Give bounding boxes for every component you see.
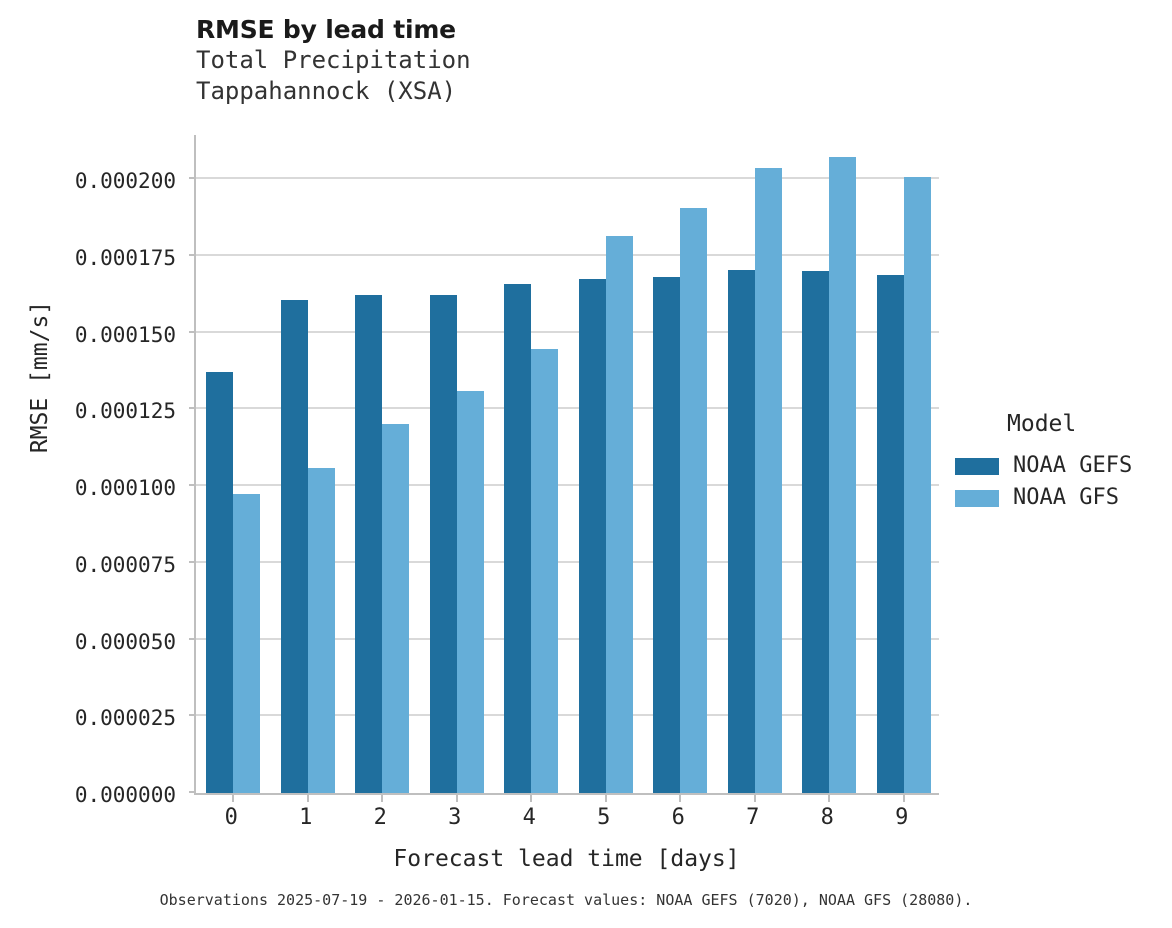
bar-noaa-gefs-2[interactable] — [355, 294, 383, 793]
x-tick-label: 3 — [448, 805, 462, 830]
y-tick-label: 0.000200 — [74, 169, 176, 194]
bar-noaa-gfs-0[interactable] — [233, 493, 261, 793]
plot-area — [189, 135, 939, 802]
y-tick-label: 0.000025 — [74, 706, 176, 731]
y-tick-label: 0.000075 — [74, 552, 176, 577]
chart-subtitle-variable: Total Precipitation — [196, 46, 471, 74]
bar-noaa-gefs-1[interactable] — [280, 300, 308, 793]
bar-noaa-gfs-1[interactable] — [307, 467, 335, 793]
legend-title: Model — [1007, 411, 1077, 437]
x-tick-mark — [753, 795, 756, 802]
legend-swatch-icon — [955, 457, 999, 475]
bar-noaa-gefs-3[interactable] — [429, 294, 457, 793]
bar-noaa-gefs-4[interactable] — [504, 283, 532, 793]
y-tick-mark — [189, 253, 196, 256]
legend-label: NOAA GEFS — [1013, 453, 1133, 478]
gridline — [196, 484, 939, 487]
y-tick-mark — [189, 637, 196, 640]
x-tick-label: 6 — [671, 805, 685, 830]
x-tick-label: 9 — [895, 805, 909, 830]
x-tick-label: 0 — [224, 805, 238, 830]
y-tick-label: 0.000000 — [74, 783, 176, 807]
gridline — [196, 714, 939, 717]
y-tick-mark — [189, 177, 196, 180]
y-tick-mark — [189, 330, 196, 333]
gridline — [196, 330, 939, 333]
y-tick-label: 0.000150 — [74, 322, 176, 347]
legend-item-gfs[interactable]: NOAA GFS — [955, 482, 1170, 514]
bar-noaa-gfs-2[interactable] — [382, 424, 410, 793]
bar-noaa-gefs-8[interactable] — [802, 270, 830, 793]
bar-noaa-gfs-7[interactable] — [754, 168, 782, 793]
x-tick-label: 2 — [373, 805, 387, 830]
bar-noaa-gefs-7[interactable] — [727, 269, 755, 793]
bar-noaa-gefs-9[interactable] — [876, 274, 904, 793]
x-tick-mark — [679, 795, 682, 802]
x-tick-mark — [530, 795, 533, 802]
x-tick-label: 5 — [597, 805, 611, 830]
y-tick-label: 0.000100 — [74, 476, 176, 501]
y-tick-label: 0.000175 — [74, 245, 176, 270]
footer-note: Observations 2025-07-19 - 2026-01-15. Fo… — [159, 891, 973, 909]
x-tick-mark — [232, 795, 235, 802]
y-tick-mark — [189, 714, 196, 717]
gridline — [196, 407, 939, 410]
gridline — [196, 177, 939, 180]
y-tick-mark — [189, 560, 196, 563]
y-tick-mark — [189, 791, 196, 793]
legend-label: NOAA GFS — [1013, 485, 1119, 510]
y-axis-title: RMSE [mm/s] — [27, 300, 53, 454]
bar-noaa-gfs-5[interactable] — [605, 235, 633, 793]
chart-subtitle-station: Tappahannock (XSA) — [196, 77, 457, 105]
x-tick-mark — [828, 795, 831, 802]
x-tick-label: 7 — [746, 805, 760, 830]
legend-swatch-icon — [955, 489, 999, 507]
bar-noaa-gefs-0[interactable] — [206, 371, 234, 793]
legend: Model NOAA GEFS NOAA GFS — [955, 410, 1170, 514]
gridline — [196, 560, 939, 563]
x-tick-mark — [604, 795, 607, 802]
page-title: RMSE by lead time — [196, 15, 456, 44]
legend-item-gefs[interactable]: NOAA GEFS — [955, 450, 1170, 482]
bar-noaa-gfs-6[interactable] — [680, 208, 708, 793]
x-axis-title: Forecast lead time [days] — [393, 846, 740, 872]
bar-noaa-gfs-8[interactable] — [829, 156, 857, 793]
x-tick-mark — [902, 795, 905, 802]
bar-noaa-gfs-3[interactable] — [456, 390, 484, 793]
gridline — [196, 637, 939, 640]
x-tick-mark — [455, 795, 458, 802]
x-tick-mark — [306, 795, 309, 802]
bar-noaa-gefs-5[interactable] — [578, 278, 606, 793]
gridline — [196, 253, 939, 256]
y-tick-label: 0.000125 — [74, 399, 176, 424]
bar-noaa-gfs-4[interactable] — [531, 349, 559, 793]
bar-noaa-gfs-9[interactable] — [903, 176, 931, 793]
x-tick-label: 1 — [299, 805, 313, 830]
title-block: RMSE by lead time Total Precipitation Ta… — [196, 14, 956, 107]
x-tick-mark — [381, 795, 384, 802]
x-tick-label: 8 — [820, 805, 834, 830]
x-tick-label: 4 — [522, 805, 536, 830]
y-tick-label: 0.000050 — [74, 629, 176, 654]
y-tick-mark — [189, 407, 196, 410]
y-tick-mark — [189, 484, 196, 487]
bar-noaa-gefs-6[interactable] — [653, 276, 681, 793]
